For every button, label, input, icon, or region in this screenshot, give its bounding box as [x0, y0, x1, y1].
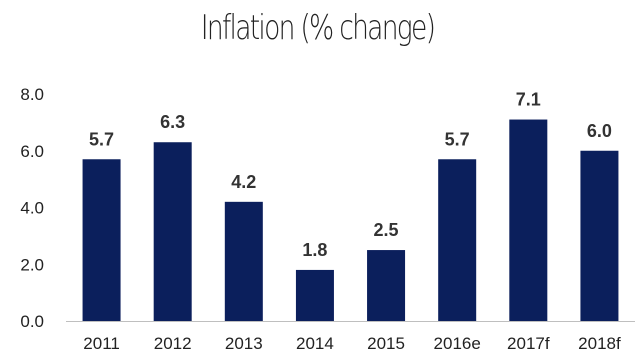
- bar-2014: [295, 269, 334, 321]
- chart-title: Inflation (% change): [200, 8, 436, 48]
- data-label: 7.1: [516, 90, 541, 110]
- bar-2012: [153, 142, 192, 321]
- bar-2017f: [509, 119, 548, 321]
- x-tick-label: 2015: [367, 334, 405, 353]
- bar-2015: [367, 250, 406, 321]
- y-tick-label: 0.0: [20, 312, 44, 331]
- bar-2018f: [580, 150, 619, 321]
- data-label: 4.2: [231, 172, 256, 192]
- bar-2016e: [438, 159, 477, 321]
- x-tick-label: 2017f: [507, 334, 550, 353]
- y-tick-label: 2.0: [20, 255, 44, 274]
- y-tick-label: 8.0: [20, 85, 44, 104]
- data-label: 2.5: [374, 220, 399, 240]
- data-label: 5.7: [445, 129, 470, 149]
- x-tick-label: 2014: [296, 334, 334, 353]
- x-tick-label: 2018f: [578, 334, 621, 353]
- bars-group: [82, 119, 619, 321]
- x-tick-label: 2012: [154, 334, 192, 353]
- data-label: 6.3: [160, 112, 185, 132]
- data-label: 5.7: [89, 129, 114, 149]
- x-tick-label: 2016e: [434, 334, 481, 353]
- x-axis: 2011 2012 2013 2014 2015 2016e 2017f 2018f: [83, 334, 621, 353]
- x-tick-label: 2013: [225, 334, 263, 353]
- bar-2011: [82, 159, 121, 321]
- data-labels-group: 5.7 6.3 4.2 1.8 2.5 5.7 7.1 6.0: [89, 90, 612, 260]
- y-axis: 0.0 2.0 4.0 6.0 8.0: [20, 85, 44, 331]
- y-tick-label: 6.0: [20, 142, 44, 161]
- y-tick-label: 4.0: [20, 199, 44, 218]
- x-tick-label: 2011: [83, 334, 120, 353]
- data-label: 1.8: [302, 240, 327, 260]
- data-label: 6.0: [587, 121, 612, 141]
- bar-2013: [224, 201, 263, 321]
